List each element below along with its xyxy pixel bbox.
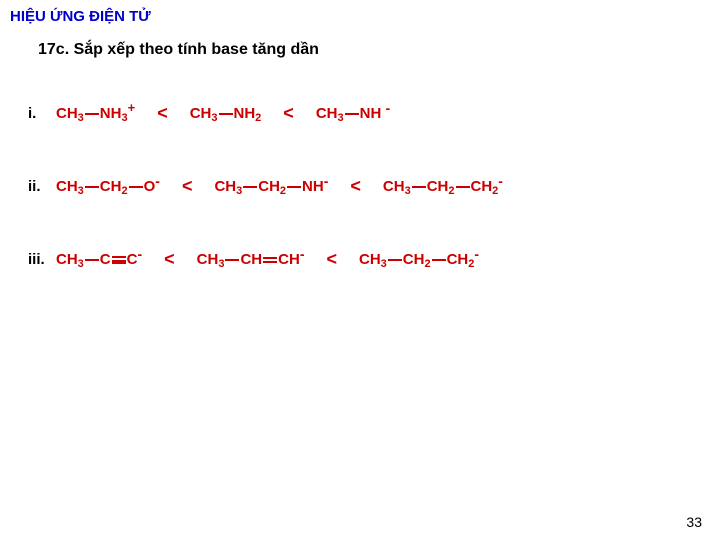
sub: 2 xyxy=(255,112,261,124)
formula-iii-1: CH3CC- xyxy=(56,251,142,268)
sub: 3 xyxy=(78,112,84,124)
atom: NH xyxy=(302,178,324,195)
bond-icon xyxy=(85,113,99,115)
atom: CH xyxy=(56,178,78,195)
atom: NH xyxy=(100,105,122,122)
question-title: 17c. Sắp xếp theo tính base tăng dần xyxy=(0,29,720,59)
formula-iii-2: CH3CHCH- xyxy=(197,251,305,268)
sub: 3 xyxy=(218,258,224,270)
bond-icon xyxy=(287,186,301,188)
atom: CH xyxy=(359,251,381,268)
atom: CH xyxy=(197,251,219,268)
bond-icon xyxy=(388,259,402,261)
less-than: < xyxy=(326,249,337,270)
atom: CH xyxy=(56,251,78,268)
atom: CH xyxy=(214,178,236,195)
bond-icon xyxy=(412,186,426,188)
atom: CH xyxy=(190,105,212,122)
atom: CH xyxy=(383,178,405,195)
formula-ii-1: CH3CH2O- xyxy=(56,178,160,195)
atom: C xyxy=(100,251,111,268)
sub: 2 xyxy=(121,185,127,197)
formula-iii-3: CH3CH2CH2- xyxy=(359,251,479,268)
charge: - xyxy=(474,246,479,262)
bond-icon xyxy=(225,259,239,261)
sub: 3 xyxy=(78,185,84,197)
row-label-i: i. xyxy=(28,105,56,122)
less-than: < xyxy=(164,249,175,270)
bond-icon xyxy=(345,113,359,115)
bond-icon xyxy=(456,186,470,188)
sub: 3 xyxy=(236,185,242,197)
row-label-ii: ii. xyxy=(28,178,56,195)
bond-icon xyxy=(85,186,99,188)
atom: CH xyxy=(427,178,449,195)
formula-ii-2: CH3CH2NH- xyxy=(214,178,328,195)
atom: CH xyxy=(403,251,425,268)
atom: NH xyxy=(234,105,256,122)
atom: CH xyxy=(447,251,469,268)
atom: CH xyxy=(56,105,78,122)
less-than: < xyxy=(350,176,361,197)
charge: - xyxy=(300,246,305,262)
formula-i-2: CH3 NH2 xyxy=(190,105,262,122)
sub: 3 xyxy=(405,185,411,197)
charge: - xyxy=(137,246,142,262)
slide-header: HIỆU ỨNG ĐIỆN TỬ xyxy=(0,0,720,29)
atom: CH xyxy=(258,178,280,195)
sub: 3 xyxy=(381,258,387,270)
row-label-iii: iii. xyxy=(28,251,56,268)
atom: O xyxy=(144,178,156,195)
formula-i-3: CH3NH - xyxy=(316,105,390,122)
charge: - xyxy=(324,173,329,189)
formula-ii-3: CH3CH2CH2- xyxy=(383,178,503,195)
triple-bond-icon xyxy=(112,256,126,264)
less-than: < xyxy=(182,176,193,197)
formula-i-1: CH3NH3+ xyxy=(56,105,135,122)
sub: 2 xyxy=(448,185,454,197)
charge: - xyxy=(385,100,390,116)
atom: CH xyxy=(471,178,493,195)
charge: + xyxy=(128,100,136,115)
sub: 2 xyxy=(424,258,430,270)
charge: - xyxy=(155,173,160,189)
double-bond-icon xyxy=(263,257,277,263)
charge: - xyxy=(498,173,503,189)
bond-icon xyxy=(432,259,446,261)
atom: C xyxy=(127,251,138,268)
row-i: i. CH3NH3+ < CH3NH2 < CH3NH - xyxy=(0,103,720,124)
atom: CH xyxy=(100,178,122,195)
atom: NH xyxy=(360,105,382,122)
less-than: < xyxy=(157,103,168,124)
bond-icon xyxy=(129,186,143,188)
atom: CH xyxy=(278,251,300,268)
less-than: < xyxy=(283,103,294,124)
sub: 3 xyxy=(337,112,343,124)
bond-icon xyxy=(85,259,99,261)
row-ii: ii. CH3CH2O- < CH3CH2NH- < CH3CH2CH2- xyxy=(0,176,720,197)
atom: CH xyxy=(316,105,338,122)
sub: 2 xyxy=(280,185,286,197)
atom: CH xyxy=(240,251,262,268)
page-number: 33 xyxy=(686,514,702,530)
bond-icon xyxy=(219,113,233,115)
bond-icon xyxy=(243,186,257,188)
row-iii: iii. CH3CC- < CH3CHCH- < CH3CH2CH2- xyxy=(0,249,720,270)
sub: 3 xyxy=(78,258,84,270)
sub: 3 xyxy=(211,112,217,124)
